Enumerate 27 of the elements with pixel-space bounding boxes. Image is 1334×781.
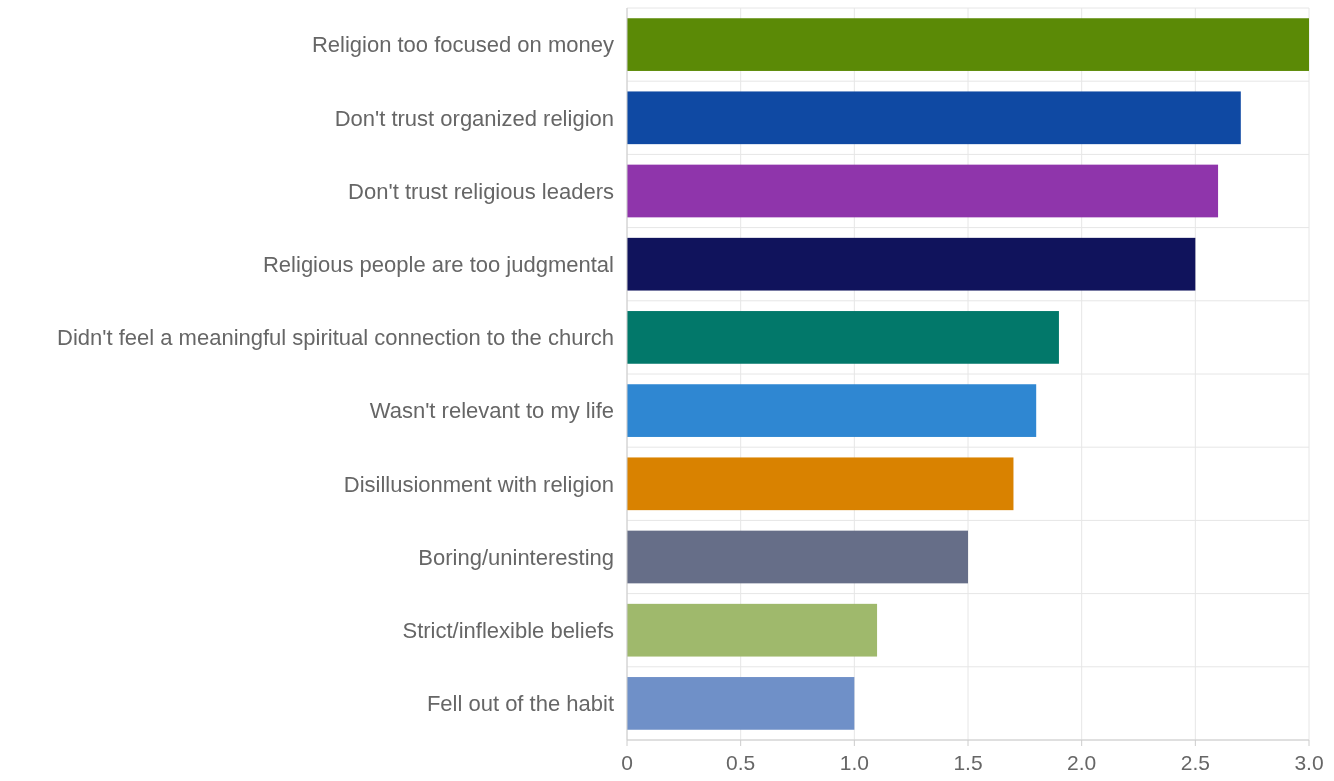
y-tick-label: Boring/uninteresting xyxy=(418,544,614,570)
y-tick-label: Religion too focused on money xyxy=(311,32,614,58)
y-tick-label: Don't trust religious leaders xyxy=(348,178,614,204)
bar xyxy=(627,457,1014,511)
y-tick-label: Disillusionment with religion xyxy=(343,471,614,497)
x-tick-label: 2.5 xyxy=(1180,751,1210,774)
y-tick-label: Wasn't relevant to my life xyxy=(369,398,614,424)
x-tick-label: 2.0 xyxy=(1067,751,1097,774)
x-tick-label: 1.0 xyxy=(839,751,869,774)
bar xyxy=(627,530,968,584)
bar xyxy=(627,603,878,657)
bar xyxy=(627,311,1059,364)
x-tick-label: 0.5 xyxy=(726,751,756,774)
y-tick-label: Don't trust organized religion xyxy=(334,105,614,131)
bar xyxy=(627,164,1219,218)
bar xyxy=(627,384,1037,437)
bar xyxy=(627,677,855,730)
y-tick-label: Didn't feel a meaningful spiritual connection to the church xyxy=(57,325,614,351)
x-tick-label: 3.0 xyxy=(1294,751,1324,774)
bar xyxy=(627,18,1309,71)
bar xyxy=(627,91,1241,145)
bar xyxy=(627,237,1196,291)
x-tick-label: 0 xyxy=(621,751,633,774)
y-tick-label: Strict/inflexible beliefs xyxy=(402,617,614,643)
y-tick-label: Fell out of the habit xyxy=(426,691,614,717)
x-tick-label: 1.5 xyxy=(953,751,983,774)
y-tick-label: Religious people are too judgmental xyxy=(262,251,614,277)
